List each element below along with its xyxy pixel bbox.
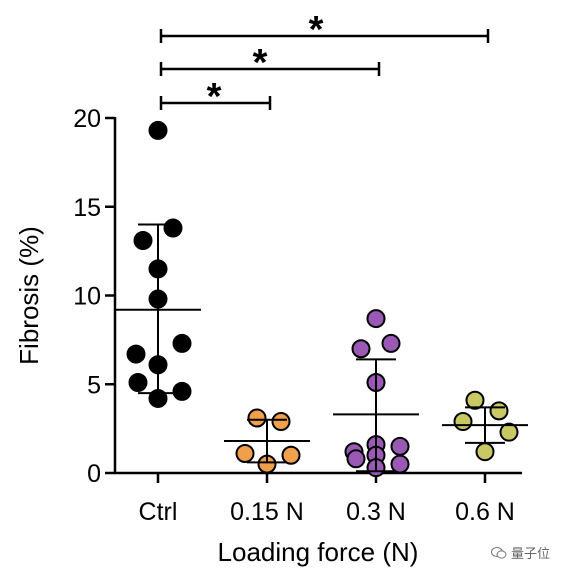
- significance-star: *: [207, 76, 222, 118]
- data-point: [475, 442, 495, 462]
- x-axis-title: Loading force (N): [218, 537, 419, 567]
- y-tick-label: 5: [87, 371, 101, 399]
- x-tick-label: 0.3 N: [346, 498, 406, 526]
- x-tick-label: Ctrl: [139, 498, 178, 526]
- data-point: [126, 344, 146, 364]
- y-tick-label: 20: [73, 105, 101, 133]
- data-point: [390, 436, 410, 456]
- y-tick-label: 0: [87, 460, 101, 488]
- data-point: [351, 339, 371, 359]
- data-point: [128, 372, 148, 392]
- significance-star: *: [309, 9, 324, 51]
- data-point: [489, 401, 509, 421]
- data-point: [235, 443, 255, 463]
- data-point: [366, 309, 386, 329]
- data-point: [390, 454, 410, 474]
- watermark: 量子位: [490, 543, 550, 562]
- data-point: [346, 449, 366, 469]
- data-point: [172, 333, 192, 353]
- data-point: [148, 120, 168, 140]
- wechat-icon: [490, 546, 507, 559]
- y-axis-title: Fibrosis (%): [14, 226, 44, 365]
- data-point: [381, 333, 401, 353]
- data-point: [281, 445, 301, 465]
- y-tick-label: 15: [73, 194, 101, 222]
- data-point: [453, 412, 473, 432]
- x-tick-label: 0.15 N: [230, 498, 304, 526]
- significance-star: *: [253, 42, 268, 84]
- data-point: [172, 381, 192, 401]
- data-point: [271, 412, 291, 432]
- y-tick-label: 10: [73, 283, 101, 311]
- data-point: [499, 422, 519, 442]
- x-tick-label: 0.6 N: [455, 498, 515, 526]
- watermark-text: 量子位: [510, 547, 550, 562]
- data-point: [133, 230, 153, 250]
- data-point: [465, 390, 485, 410]
- data-point: [247, 408, 267, 428]
- data-point: [163, 218, 183, 238]
